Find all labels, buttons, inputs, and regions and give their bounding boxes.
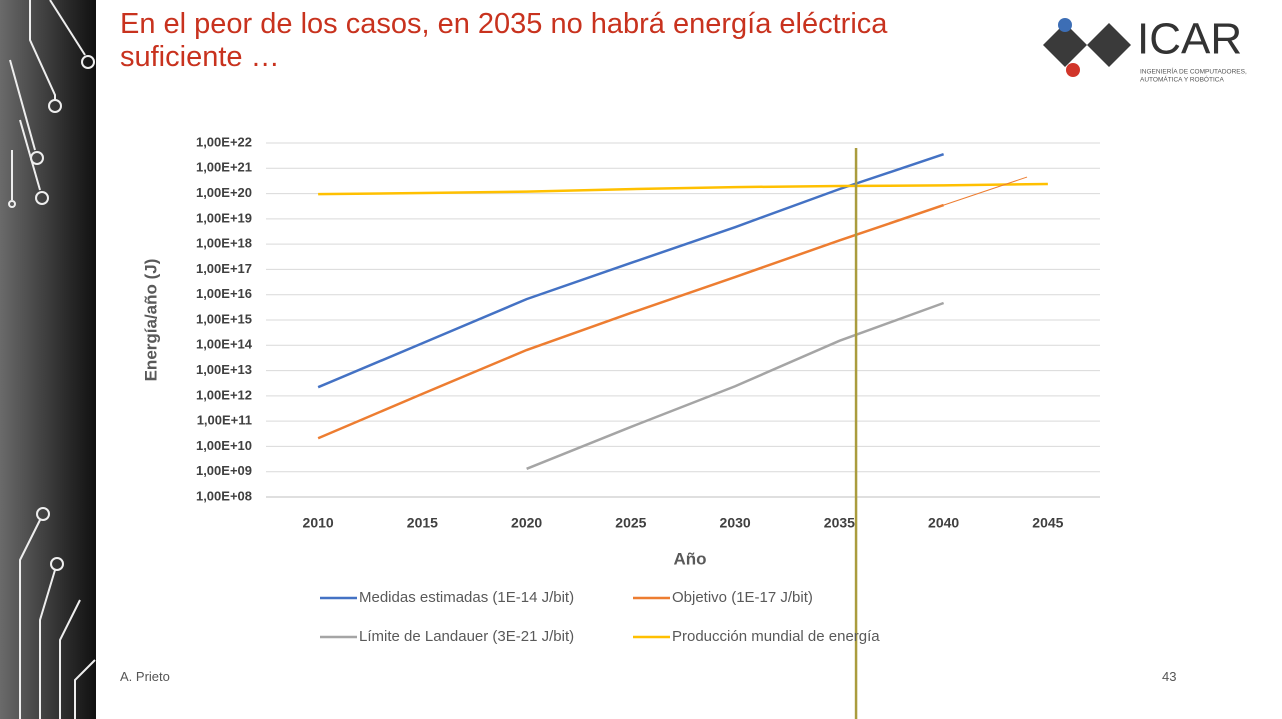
y-tick-label: 1,00E+12 bbox=[196, 387, 252, 402]
x-tick-label: 2020 bbox=[511, 515, 542, 531]
y-tick-label: 1,00E+15 bbox=[196, 311, 252, 326]
legend-label: Producción mundial de energía bbox=[672, 628, 880, 645]
series-line bbox=[318, 205, 944, 438]
y-tick-label: 1,00E+13 bbox=[196, 362, 252, 377]
y-tick-label: 1,00E+09 bbox=[196, 463, 252, 478]
trend-line bbox=[944, 177, 1027, 205]
page-number: 43 bbox=[1162, 669, 1176, 684]
legend-label: Objetivo (1E-17 J/bit) bbox=[672, 589, 813, 606]
legend-label: Límite de Landauer (3E-21 J/bit) bbox=[359, 628, 574, 645]
x-axis-title: Año bbox=[673, 549, 706, 568]
x-tick-label: 2030 bbox=[720, 515, 751, 531]
x-tick-label: 2035 bbox=[824, 515, 855, 531]
y-tick-label: 1,00E+16 bbox=[196, 286, 252, 301]
series-line bbox=[318, 184, 1048, 194]
slide: En el peor de los casos, en 2035 no habr… bbox=[0, 0, 1282, 719]
y-tick-label: 1,00E+21 bbox=[196, 160, 252, 175]
x-tick-label: 2040 bbox=[928, 515, 959, 531]
y-tick-label: 1,00E+19 bbox=[196, 210, 252, 225]
y-tick-label: 1,00E+18 bbox=[196, 236, 252, 251]
x-tick-label: 2025 bbox=[615, 515, 646, 531]
y-tick-label: 1,00E+20 bbox=[196, 185, 252, 200]
legend-label: Medidas estimadas (1E-14 J/bit) bbox=[359, 589, 574, 606]
y-tick-label: 1,00E+22 bbox=[196, 134, 252, 149]
y-tick-label: 1,00E+14 bbox=[196, 337, 253, 352]
y-tick-label: 1,00E+11 bbox=[197, 413, 252, 428]
y-tick-label: 1,00E+08 bbox=[196, 488, 252, 503]
footer-author: A. Prieto bbox=[120, 669, 170, 684]
y-tick-label: 1,00E+10 bbox=[196, 438, 252, 453]
y-axis-title: Energía/año (J) bbox=[141, 259, 160, 382]
chart: Año Energía/año (J) 1,00E+08 1,00E+09 1,00… bbox=[0, 0, 1282, 719]
x-tick-label: 2015 bbox=[407, 515, 438, 531]
y-tick-label: 1,00E+17 bbox=[196, 261, 252, 276]
x-tick-label: 2045 bbox=[1032, 515, 1063, 531]
x-tick-label: 2010 bbox=[303, 515, 334, 531]
